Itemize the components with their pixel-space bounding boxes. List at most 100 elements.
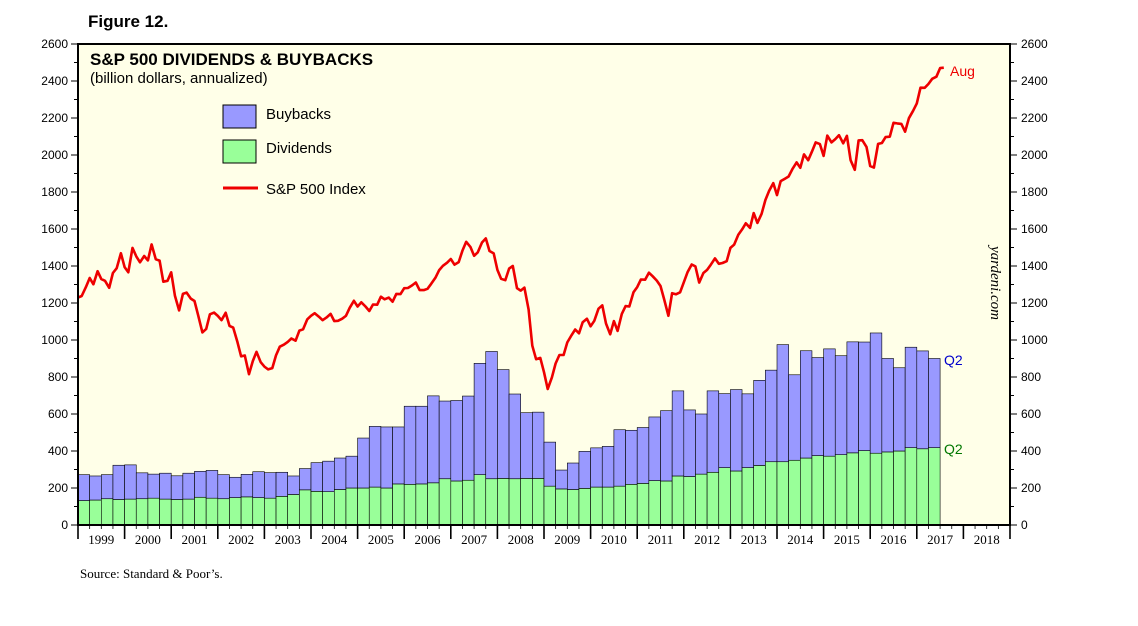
dividends-bar bbox=[683, 476, 696, 526]
legend-label-sp500: S&P 500 Index bbox=[266, 181, 366, 198]
buybacks-bar bbox=[869, 332, 883, 454]
buybacks-bar bbox=[753, 380, 766, 466]
buybacks-bar bbox=[590, 447, 603, 488]
buybacks-bar bbox=[858, 341, 871, 451]
dividends-bar bbox=[229, 497, 242, 526]
dividends-bar bbox=[753, 465, 766, 526]
dividends-bar bbox=[706, 471, 720, 526]
y-tick-label-right: 1000 bbox=[1021, 333, 1048, 347]
buybacks-bar bbox=[823, 348, 836, 457]
dividends-bar bbox=[275, 496, 288, 526]
buybacks-bar bbox=[788, 374, 801, 461]
dividends-bar bbox=[590, 486, 603, 526]
y-tick-label-right: 200 bbox=[1021, 481, 1041, 495]
y-tick-label-left: 200 bbox=[48, 481, 68, 495]
x-tick-label: 2002 bbox=[228, 532, 254, 547]
x-tick-label: 2014 bbox=[787, 532, 814, 547]
buybacks-bar bbox=[345, 455, 358, 489]
buybacks-bar bbox=[101, 474, 114, 500]
legend-label-dividends: Dividends bbox=[266, 140, 332, 157]
dividends-bar bbox=[403, 483, 417, 526]
buybacks-bar bbox=[601, 446, 615, 488]
buybacks-bar bbox=[660, 410, 673, 482]
x-tick-label: 2012 bbox=[694, 532, 720, 547]
buybacks-bar bbox=[112, 464, 125, 500]
y-tick-label-left: 600 bbox=[48, 407, 68, 421]
dividends-bar bbox=[776, 461, 789, 526]
dividends-bar bbox=[601, 486, 615, 526]
buybacks-bar bbox=[147, 473, 160, 499]
dividends-bar bbox=[101, 498, 114, 526]
buybacks-bar bbox=[671, 390, 685, 477]
dividends-bar bbox=[112, 499, 125, 526]
buybacks-bar bbox=[252, 471, 265, 498]
buybacks-bar bbox=[706, 390, 720, 473]
buybacks-bar bbox=[240, 474, 254, 498]
x-tick-label: 2015 bbox=[834, 532, 860, 547]
buybacks-bar bbox=[881, 358, 894, 453]
x-tick-label: 2000 bbox=[135, 532, 161, 547]
dividends-bar bbox=[473, 474, 487, 526]
dividends-bar bbox=[555, 488, 568, 526]
buybacks-bar bbox=[275, 471, 288, 497]
buybacks-bar bbox=[543, 441, 556, 487]
dividends-bar bbox=[438, 478, 452, 526]
buybacks-bar bbox=[368, 426, 382, 488]
dividends-bar bbox=[299, 489, 312, 526]
buybacks-bar bbox=[299, 468, 312, 491]
dividends-bar bbox=[462, 479, 475, 526]
dividends-bar bbox=[730, 470, 743, 526]
dividends-bar bbox=[799, 457, 813, 526]
buybacks-bar bbox=[765, 369, 778, 463]
dividends-bar bbox=[252, 497, 265, 526]
y-tick-label-left: 2200 bbox=[41, 111, 68, 125]
buybacks-bar bbox=[194, 471, 207, 498]
y-tick-label-right: 2400 bbox=[1021, 74, 1048, 88]
dividends-bar bbox=[916, 448, 929, 526]
buybacks-bar bbox=[485, 351, 498, 480]
buybacks-bar bbox=[916, 350, 929, 450]
annotation-dividends-q2: Q2 bbox=[944, 441, 963, 457]
dividends-bar bbox=[415, 483, 428, 526]
dividends-bar bbox=[194, 496, 207, 526]
buybacks-bar bbox=[741, 393, 754, 468]
dividends-bar bbox=[578, 488, 591, 526]
figure-label: Figure 12. bbox=[88, 12, 169, 31]
buybacks-bar bbox=[834, 355, 848, 456]
annotation-buybacks-q2: Q2 bbox=[944, 352, 963, 368]
x-tick-label: 2001 bbox=[182, 532, 208, 547]
dividends-bar bbox=[240, 496, 254, 526]
dividends-bar bbox=[497, 478, 510, 526]
dividends-bar bbox=[741, 467, 754, 526]
buybacks-bar bbox=[159, 472, 172, 500]
dividends-bar bbox=[322, 491, 335, 526]
y-tick-label-left: 1400 bbox=[41, 259, 68, 273]
dividends-bar bbox=[543, 485, 556, 526]
dividends-bar bbox=[485, 478, 498, 526]
dividends-bar bbox=[648, 480, 661, 526]
dividends-bar bbox=[310, 491, 323, 526]
dividends-bar bbox=[89, 499, 102, 526]
x-tick-label: 2005 bbox=[368, 532, 394, 547]
dividends-bar bbox=[846, 452, 859, 526]
buybacks-bar bbox=[427, 395, 440, 484]
buybacks-bar bbox=[636, 427, 650, 484]
dividends-bar bbox=[380, 487, 393, 526]
buybacks-bar bbox=[89, 475, 102, 501]
y-tick-label-right: 0 bbox=[1021, 518, 1028, 532]
dividends-bar bbox=[345, 487, 358, 526]
dividends-bar bbox=[170, 499, 184, 526]
y-tick-label-left: 2400 bbox=[41, 74, 68, 88]
buybacks-bar bbox=[928, 358, 941, 448]
dividends-bar bbox=[333, 489, 347, 526]
buybacks-bar bbox=[182, 472, 195, 500]
buybacks-bar bbox=[77, 474, 90, 501]
dividends-bar bbox=[858, 450, 871, 526]
legend-swatch-dividends bbox=[222, 139, 257, 164]
buybacks-bar bbox=[392, 426, 405, 485]
buybacks-bar bbox=[718, 393, 731, 468]
x-tick-label: 2013 bbox=[741, 532, 767, 547]
buybacks-bar bbox=[578, 451, 591, 489]
buybacks-bar bbox=[776, 344, 789, 463]
